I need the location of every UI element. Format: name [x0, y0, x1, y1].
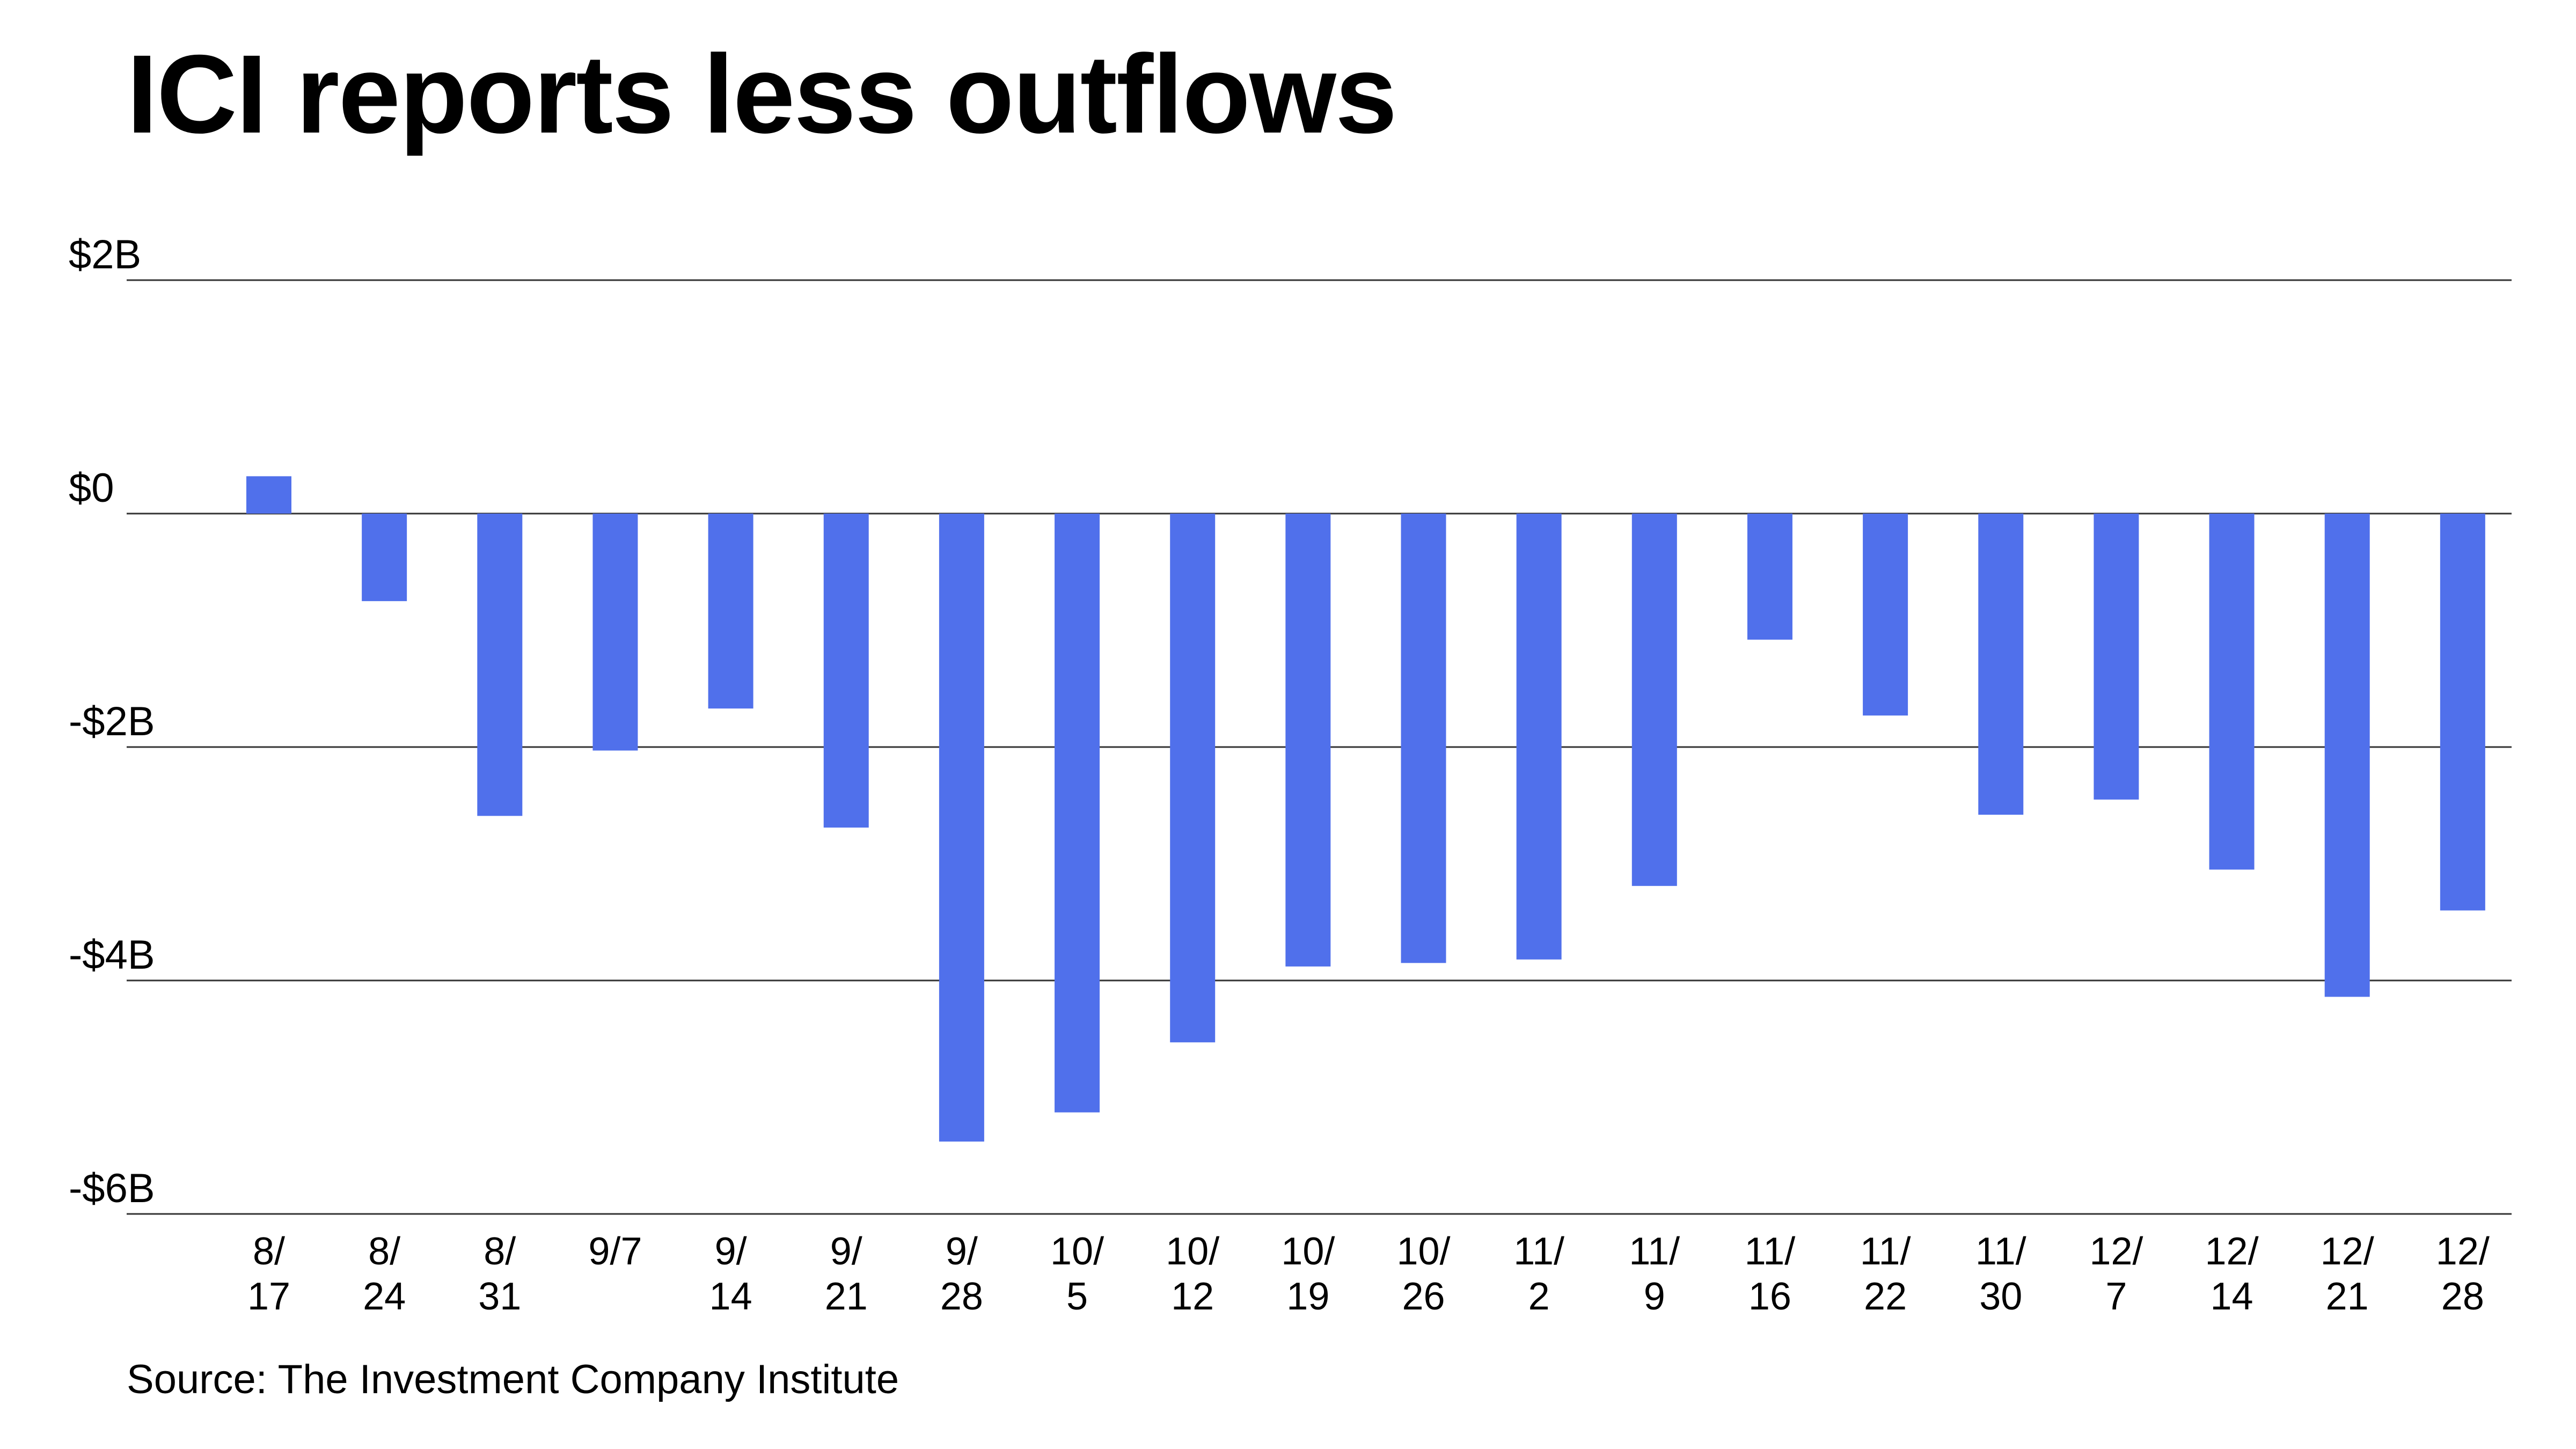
- x-tick-label-line1: 11/: [1513, 1230, 1564, 1273]
- x-tick-label-line2: 5: [1066, 1275, 1088, 1318]
- bar: [1055, 514, 1100, 1113]
- x-tick-label-line2: 21: [825, 1275, 868, 1318]
- x-tick-label-line2: 16: [1748, 1275, 1791, 1318]
- bar: [2324, 514, 2370, 997]
- x-tick-label-line1: 10/: [1050, 1230, 1104, 1273]
- x-tick-label-line1: 10/: [1396, 1230, 1450, 1273]
- source-note: Source: The Investment Company Institute: [127, 1357, 899, 1402]
- x-tick-label-line1: 12/: [2321, 1230, 2374, 1273]
- x-tick-label-line1: 10/: [1281, 1230, 1335, 1273]
- x-tick-label-line2: 19: [1286, 1275, 1329, 1318]
- x-tick-label-line2: 31: [478, 1275, 521, 1318]
- bar: [939, 514, 984, 1142]
- x-tick-label-line1: 11/: [1975, 1230, 2026, 1273]
- bar: [477, 514, 523, 816]
- x-tick-label-line2: 30: [1979, 1275, 2022, 1318]
- bar: [2094, 514, 2139, 800]
- x-axis-tick-labels: 8/178/248/319/7 9/149/219/2810/510/1210/1…: [247, 1230, 2490, 1318]
- bar: [1631, 514, 1677, 886]
- x-tick-label-line2: 24: [363, 1275, 406, 1318]
- x-tick-label-line2: 22: [1864, 1275, 1907, 1318]
- bar: [592, 514, 638, 751]
- bar: [1170, 514, 1216, 1043]
- bar: [2440, 514, 2485, 911]
- y-axis-tick-labels: $2B $0 -$2B -$4B -$6B: [69, 232, 155, 1211]
- bar: [1863, 514, 1908, 716]
- bar: [823, 514, 869, 828]
- x-tick-label-line1: 11/: [1745, 1230, 1796, 1273]
- x-tick-label-line1: 12/: [2089, 1230, 2143, 1273]
- x-tick-label-line2: 9: [1644, 1275, 1665, 1318]
- x-tick-label-line1: 8/: [484, 1230, 516, 1273]
- x-tick-label-line1: 8/: [253, 1230, 285, 1273]
- bar: [1516, 514, 1562, 960]
- bar: [708, 514, 753, 709]
- x-tick-label-line1: 9/: [946, 1230, 978, 1273]
- bar: [362, 514, 407, 602]
- x-tick-label-line1: 10/: [1166, 1230, 1219, 1273]
- bar: [1401, 514, 1446, 963]
- chart-title: ICI reports less outflows: [127, 32, 1397, 157]
- bar: [1978, 514, 2024, 815]
- y-tick-label: -$4B: [69, 932, 155, 978]
- x-tick-label-line2: 21: [2326, 1275, 2369, 1318]
- x-tick-label-line1: 9/: [830, 1230, 862, 1273]
- x-tick-label-line1: 8/: [368, 1230, 400, 1273]
- x-tick-label-line1: 11/: [1629, 1230, 1680, 1273]
- x-tick-label-line2: 12: [1171, 1275, 1214, 1318]
- x-tick-label-line1: 12/: [2436, 1230, 2490, 1273]
- x-tick-label-line2: 17: [247, 1275, 290, 1318]
- x-tick-label-line1: 9/7: [588, 1230, 642, 1273]
- x-tick-label-line2: 28: [2441, 1275, 2484, 1318]
- x-tick-label-line2: 14: [709, 1275, 752, 1318]
- x-tick-label-line1: 11/: [1860, 1230, 1911, 1273]
- y-tick-label: $2B: [69, 232, 141, 277]
- bar: [246, 476, 291, 514]
- y-tick-label: -$6B: [69, 1166, 155, 1211]
- y-tick-label: -$2B: [69, 699, 155, 744]
- bars: [246, 476, 2485, 1142]
- x-tick-label-line2: 14: [2211, 1275, 2253, 1318]
- x-tick-label-line2: 2: [1528, 1275, 1550, 1318]
- x-tick-label-line2: 7: [2105, 1275, 2127, 1318]
- x-tick-label-line2: 28: [940, 1275, 983, 1318]
- bar: [2209, 514, 2255, 870]
- x-tick-label-line1: 12/: [2205, 1230, 2259, 1273]
- bar: [1285, 514, 1331, 967]
- x-tick-label-line2: 26: [1402, 1275, 1445, 1318]
- y-tick-label: $0: [69, 465, 114, 511]
- bar: [1747, 514, 1792, 640]
- x-tick-label-line1: 9/: [715, 1230, 747, 1273]
